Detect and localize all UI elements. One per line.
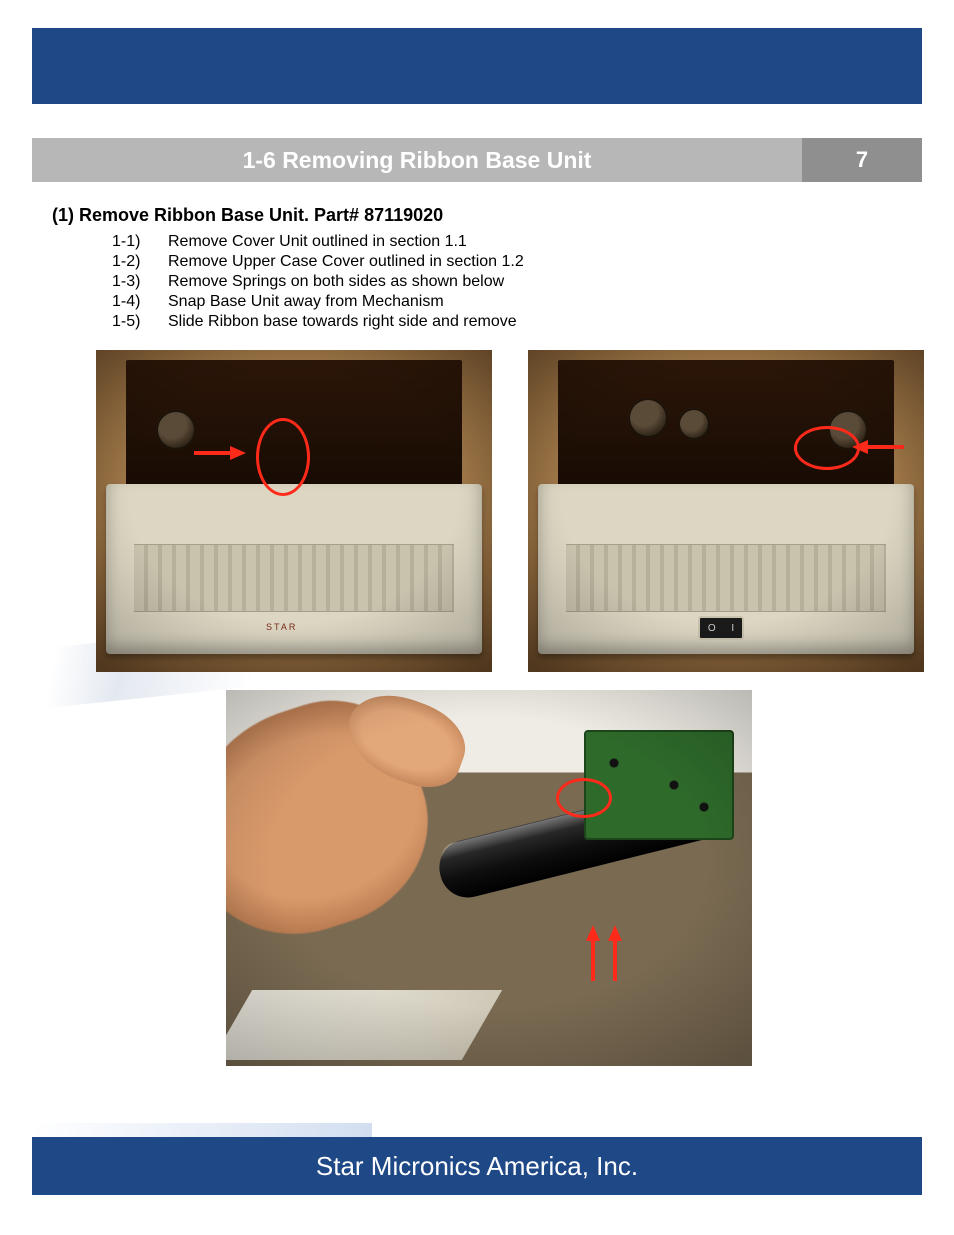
instruction-block: (1) Remove Ribbon Base Unit. Part# 87119… — [52, 205, 922, 332]
step-item-number: 1-3) — [112, 272, 168, 292]
circuit-board — [584, 730, 734, 840]
photo-right: O I — [528, 350, 924, 672]
photo-left: STAR — [96, 350, 492, 672]
arrow-up-icon — [586, 925, 600, 981]
step-item-text: Snap Base Unit away from Mechanism — [168, 292, 444, 312]
step-item: 1-4) Snap Base Unit away from Mechanism — [112, 292, 922, 312]
brand-label: STAR — [266, 622, 297, 632]
page-number: 7 — [802, 138, 922, 182]
step-item: 1-3) Remove Springs on both sides as sho… — [112, 272, 922, 292]
top-brand-band — [32, 28, 922, 104]
callout-ellipse — [256, 418, 310, 496]
step-list: 1-1) Remove Cover Unit outlined in secti… — [52, 232, 922, 332]
power-on-label: I — [731, 623, 734, 634]
footer-band: Star Micronics America, Inc. — [32, 1137, 922, 1195]
step-item: 1-5) Slide Ribbon base towards right sid… — [112, 312, 922, 332]
chassis-edge — [226, 990, 502, 1060]
gear-icon — [628, 398, 668, 438]
step-item-number: 1-4) — [112, 292, 168, 312]
vent-ridges — [134, 544, 454, 612]
section-title-row: 1-6 Removing Ribbon Base Unit 7 — [32, 138, 922, 182]
power-off-label: O — [708, 623, 716, 634]
footer-gradient — [32, 1123, 372, 1137]
arrow-right-icon — [194, 446, 246, 460]
step-heading: (1) Remove Ribbon Base Unit. Part# 87119… — [52, 205, 922, 226]
step-item: 1-2) Remove Upper Case Cover outlined in… — [112, 252, 922, 272]
footer-text: Star Micronics America, Inc. — [316, 1151, 638, 1182]
gear-icon — [156, 410, 196, 450]
photo-bottom — [226, 690, 752, 1066]
page: 1-6 Removing Ribbon Base Unit 7 (1) Remo… — [0, 0, 954, 1235]
printer-base: STAR — [106, 484, 482, 654]
step-item-text: Remove Cover Unit outlined in section 1.… — [168, 232, 467, 252]
step-item-text: Slide Ribbon base towards right side and… — [168, 312, 517, 332]
step-item-number: 1-2) — [112, 252, 168, 272]
arrow-up-icon — [608, 925, 622, 981]
step-item: 1-1) Remove Cover Unit outlined in secti… — [112, 232, 922, 252]
step-item-text: Remove Springs on both sides as shown be… — [168, 272, 504, 292]
step-item-number: 1-1) — [112, 232, 168, 252]
photo-row-top: STAR O I — [96, 350, 924, 672]
printer-base: O I — [538, 484, 914, 654]
power-switch: O I — [698, 616, 744, 640]
arrow-left-icon — [852, 440, 904, 454]
step-item-text: Remove Upper Case Cover outlined in sect… — [168, 252, 524, 272]
callout-ellipse — [794, 426, 860, 470]
section-title: 1-6 Removing Ribbon Base Unit — [32, 138, 802, 182]
gear-icon — [678, 408, 710, 440]
callout-ellipse — [556, 778, 612, 818]
vent-ridges — [566, 544, 886, 612]
step-item-number: 1-5) — [112, 312, 168, 332]
